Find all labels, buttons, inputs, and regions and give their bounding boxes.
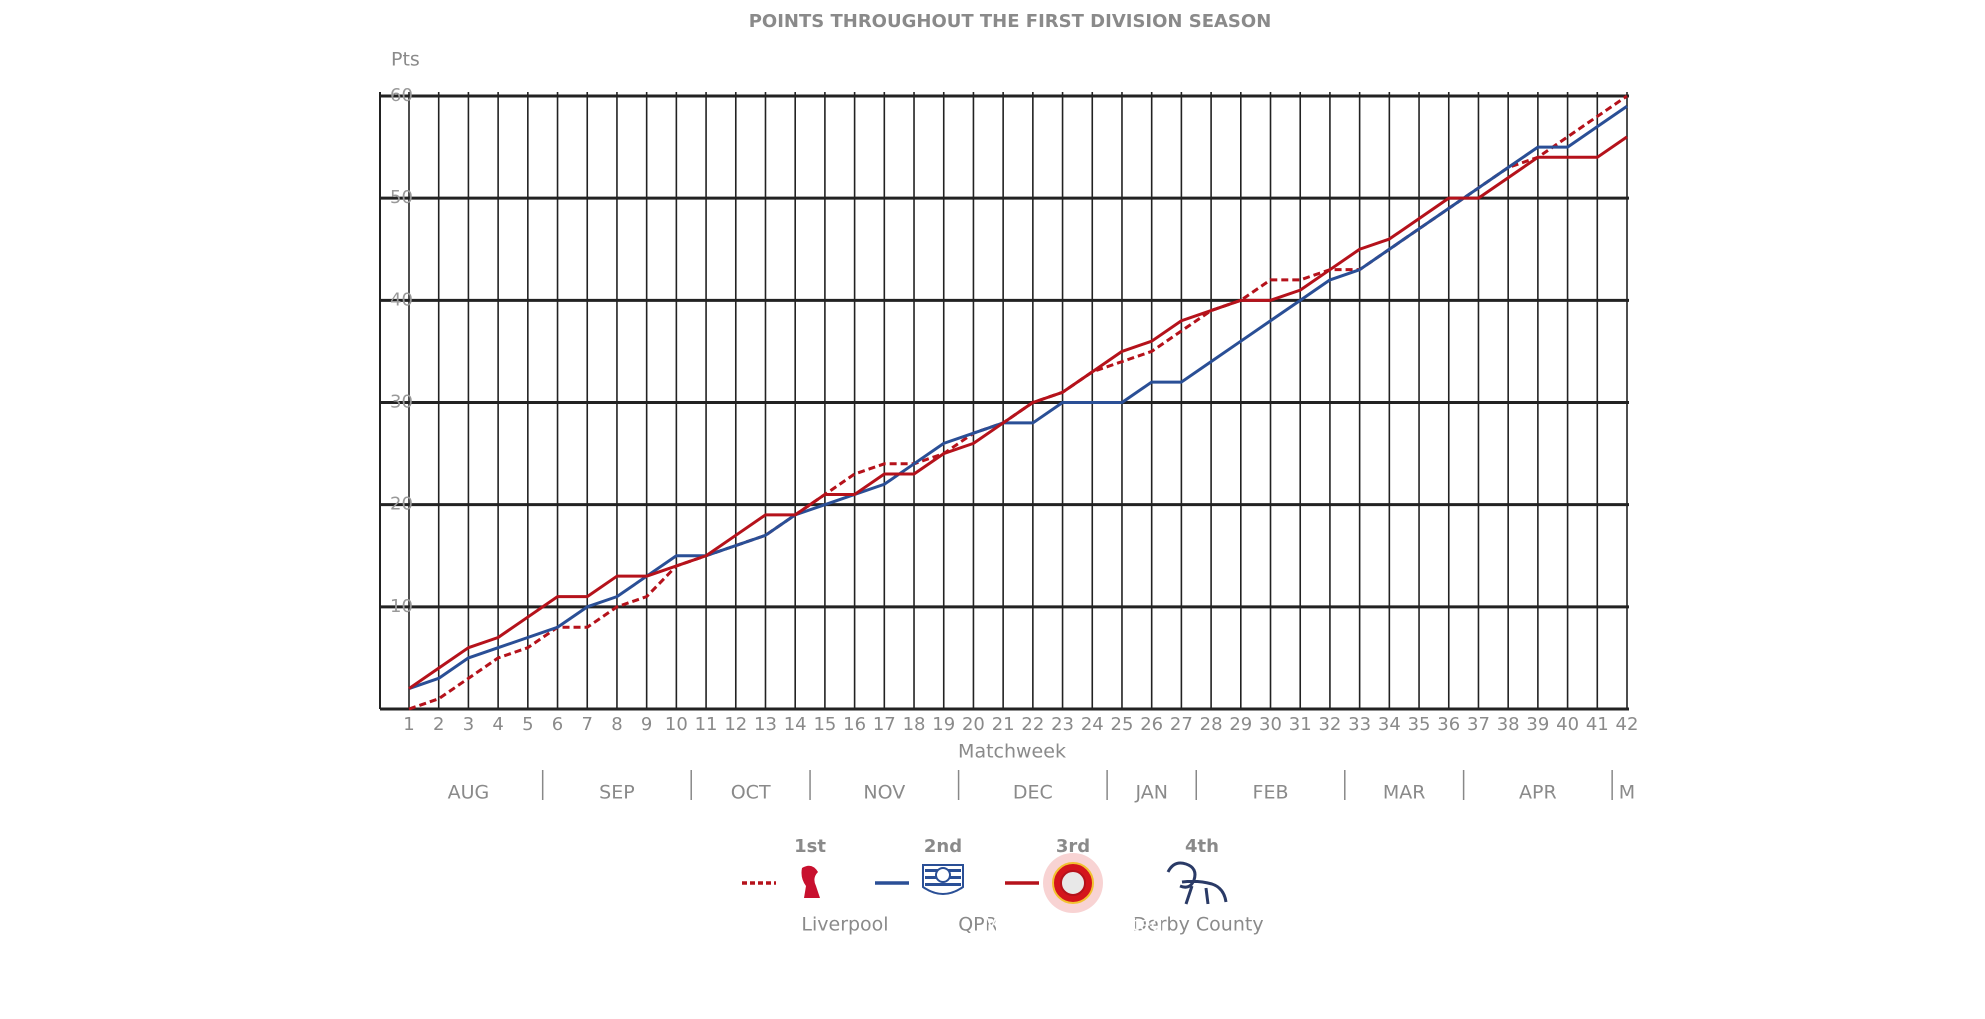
- month-label: NOV: [863, 782, 905, 804]
- y-tick-label: 40: [390, 289, 413, 310]
- x-tick-label: 5: [522, 714, 533, 735]
- x-tick-label: 27: [1170, 714, 1193, 735]
- x-axis-label: Matchweek: [958, 741, 1066, 763]
- month-label: MAR: [1383, 782, 1426, 804]
- x-tick-label: 11: [695, 714, 718, 735]
- month-label: JAN: [1134, 782, 1167, 804]
- legend-label: Manchester United: [983, 914, 1163, 936]
- x-tick-label: 42: [1616, 714, 1639, 735]
- month-label: AUG: [448, 782, 490, 804]
- crest-inner: [1060, 870, 1086, 896]
- x-tick-label: 30: [1259, 714, 1282, 735]
- x-tick-label: 24: [1081, 714, 1104, 735]
- x-tick-label: 40: [1556, 714, 1579, 735]
- x-tick-label: 1: [403, 714, 414, 735]
- legend-label: Liverpool: [801, 914, 888, 936]
- series-line: [408, 104, 1628, 690]
- legend-rank: 3rd: [1056, 836, 1090, 857]
- x-tick-label: 13: [754, 714, 777, 735]
- y-tick-label: 60: [390, 85, 413, 106]
- x-tick-label: 25: [1111, 714, 1134, 735]
- chart-title: POINTS THROUGHOUT THE FIRST DIVISION SEA…: [749, 11, 1272, 32]
- y-axis-label: Pts: [391, 49, 420, 71]
- x-tick-label: 23: [1051, 714, 1074, 735]
- crest-ring: [935, 867, 951, 883]
- crest-icon: [1166, 861, 1228, 905]
- x-tick-label: 4: [492, 714, 503, 735]
- x-tick-label: 14: [784, 714, 807, 735]
- x-tick-label: 20: [962, 714, 985, 735]
- legend-label: QPR: [958, 914, 998, 936]
- x-tick-label: 9: [641, 714, 652, 735]
- x-tick-label: 7: [582, 714, 593, 735]
- x-tick-label: 19: [932, 714, 955, 735]
- legend-label: Derby County: [1132, 914, 1263, 936]
- x-tick-label: 41: [1586, 714, 1609, 735]
- y-tick-label: 50: [390, 187, 413, 208]
- x-tick-label: 29: [1229, 714, 1252, 735]
- y-tick-label: 20: [390, 494, 413, 515]
- crest-stripe: [925, 883, 961, 886]
- month-label: OCT: [731, 782, 771, 804]
- legend-rank: 4th: [1185, 836, 1219, 857]
- x-tick-label: 12: [724, 714, 747, 735]
- x-tick-label: 32: [1318, 714, 1341, 735]
- x-tick-label: 22: [1021, 714, 1044, 735]
- month-label: FEB: [1253, 782, 1289, 804]
- series-line: [408, 135, 1628, 690]
- x-tick-label: 3: [463, 714, 474, 735]
- x-tick-label: 6: [552, 714, 563, 735]
- month-label: DEC: [1013, 782, 1053, 804]
- legend-rank: 1st: [794, 836, 826, 857]
- month-label: APR: [1519, 782, 1557, 804]
- month-label: M: [1619, 782, 1635, 804]
- x-tick-label: 33: [1348, 714, 1371, 735]
- x-tick-label: 2: [433, 714, 444, 735]
- crest-icon: [801, 865, 820, 898]
- x-tick-label: 37: [1467, 714, 1490, 735]
- x-tick-label: 21: [992, 714, 1015, 735]
- legend-rank: 2nd: [924, 836, 962, 857]
- y-tick-label: 30: [390, 392, 413, 413]
- x-tick-label: 17: [873, 714, 896, 735]
- y-tick-label: 10: [390, 596, 413, 617]
- x-tick-label: 10: [665, 714, 688, 735]
- x-tick-label: 34: [1378, 714, 1401, 735]
- x-tick-label: 8: [611, 714, 622, 735]
- x-tick-label: 28: [1200, 714, 1223, 735]
- x-tick-label: 36: [1437, 714, 1460, 735]
- x-tick-label: 16: [843, 714, 866, 735]
- x-tick-label: 26: [1140, 714, 1163, 735]
- x-tick-label: 35: [1408, 714, 1431, 735]
- month-label: SEP: [599, 782, 635, 804]
- x-tick-label: 38: [1497, 714, 1520, 735]
- x-tick-label: 15: [813, 714, 836, 735]
- x-tick-label: 39: [1526, 714, 1549, 735]
- x-tick-label: 18: [903, 714, 926, 735]
- x-tick-label: 31: [1289, 714, 1312, 735]
